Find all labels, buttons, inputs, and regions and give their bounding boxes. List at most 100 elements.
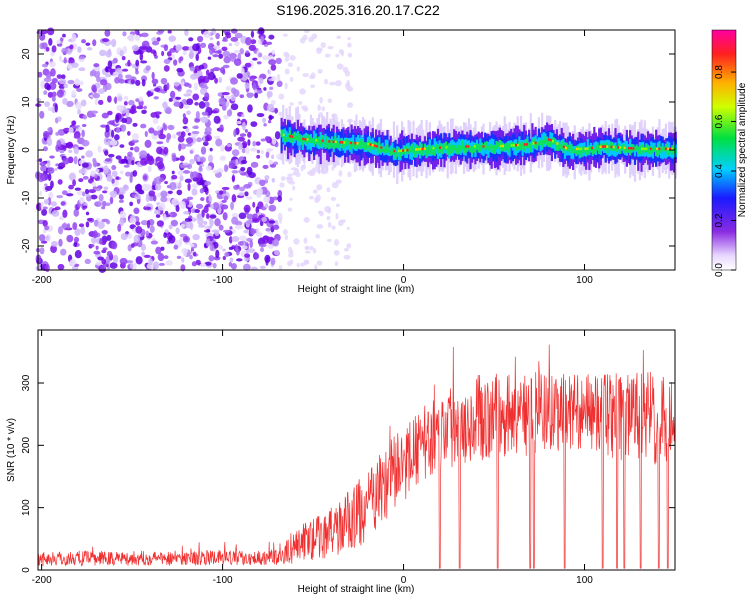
- spectrogram-cell: [117, 96, 123, 102]
- spectrogram-cell: [56, 74, 63, 79]
- spectrogram-cell: [98, 99, 104, 106]
- spectrogram-cell: [304, 29, 310, 34]
- spectrogram-cell: [532, 142, 535, 145]
- spectrogram-cell: [268, 220, 276, 224]
- spectrogram-cell: [321, 134, 324, 144]
- spectrogram-cell: [397, 147, 400, 161]
- spectrogram-cell: [141, 109, 147, 115]
- spectrogram-cell: [47, 27, 55, 36]
- spectrogram-cell: [165, 260, 173, 266]
- spectrogram-cell: [451, 144, 454, 153]
- spectrogram-cell: [262, 55, 269, 61]
- spectrogram-cell: [230, 37, 239, 42]
- spectrogram-cell: [664, 143, 668, 159]
- spectrogram-cell: [326, 138, 329, 148]
- spectrogram-cell: [435, 143, 438, 150]
- spectrogram-cell: [191, 171, 199, 178]
- snr-x-label: Height of straight line (km): [298, 584, 415, 595]
- spectrogram-cell: [62, 97, 68, 105]
- spectrogram-cell: [341, 141, 344, 144]
- spectrogram-cell: [171, 174, 178, 180]
- spectrogram-cell: [224, 252, 230, 258]
- spectrogram-cell: [317, 104, 321, 112]
- spectrogram-cell: [306, 138, 309, 141]
- spectrogram-cell: [623, 146, 626, 150]
- spectrogram-cell: [598, 145, 601, 154]
- spectrogram-cell: [218, 53, 224, 59]
- spectrogram-cell: [186, 110, 191, 116]
- spectrogram-cell: [244, 253, 251, 258]
- spectrogram-cell: [184, 217, 193, 222]
- spectrogram-cell: [599, 145, 602, 149]
- spectrogram-cell: [462, 146, 466, 154]
- spectrogram-cell: [606, 146, 609, 153]
- spectrogram-cell: [173, 101, 181, 107]
- spectrogram-cell: [140, 60, 148, 64]
- spectrogram-cell: [255, 141, 261, 146]
- spectrogram-cell: [335, 203, 340, 208]
- colorbar-label: Normalized spectral amplitude: [737, 82, 748, 217]
- spectrogram-cell: [268, 59, 277, 66]
- spectrogram-cell: [95, 187, 102, 192]
- spectrogram-cell: [127, 131, 131, 136]
- spectrogram-cell: [302, 137, 305, 141]
- spectrogram-cell: [333, 249, 340, 256]
- spectrogram-cell: [73, 146, 79, 155]
- spectrogram-cell: [310, 72, 316, 79]
- spectrogram-cell: [105, 65, 109, 73]
- spectrogram-cell: [542, 139, 545, 145]
- spectrogram-cell: [529, 143, 532, 153]
- spectrogram-cell: [423, 147, 426, 150]
- spectrogram-cell: [255, 206, 260, 215]
- spectrogram-cell: [133, 207, 140, 215]
- snr-panel: -200 -100 0 100 0 100 200 300 Height of straig…: [6, 329, 676, 595]
- spectrogram-cell: [604, 145, 607, 148]
- colorbar: 0.0 0.2 0.4 0.6 0.8 Normalized spectral ampl…: [711, 29, 748, 277]
- spectrogram-cell: [71, 125, 78, 129]
- spectrogram-cell: [238, 192, 245, 197]
- spectrogram-cell: [167, 30, 172, 34]
- spectrogram-cell: [347, 42, 352, 48]
- spectrogram-cell: [230, 87, 237, 94]
- spectrogram-cell: [453, 144, 456, 151]
- spectrogram-cell: [40, 30, 48, 35]
- spectrogram-cell: [402, 149, 405, 155]
- spectrogram-cell: [243, 204, 251, 213]
- spectrogram-cell: [207, 56, 212, 60]
- spectrogram-cell: [262, 235, 269, 244]
- spectrogram-cell: [60, 201, 66, 206]
- spectrogram-cell: [95, 245, 99, 250]
- spectrogram-cell: [246, 166, 253, 176]
- spectrogram-cell: [43, 90, 48, 95]
- spectrogram-cell: [256, 149, 261, 154]
- spectrogram-cell: [97, 221, 105, 230]
- spectrogram-cell: [321, 139, 324, 143]
- spectrogram-cell: [187, 132, 192, 136]
- spectrogram-cell: [120, 170, 124, 175]
- spectrogram-cell: [311, 137, 314, 143]
- spectrogram-cell: [226, 33, 232, 39]
- spectrogram-cell: [132, 122, 138, 127]
- spectrogram-cell: [270, 257, 276, 266]
- spectrogram-cell: [111, 241, 118, 250]
- spectrogram-cell: [82, 114, 88, 120]
- spectrogram-cell: [85, 211, 90, 216]
- spectrogram-cell: [264, 136, 270, 142]
- spectrogram-cell: [157, 202, 166, 211]
- spectrogram-cell: [493, 145, 497, 155]
- spectrogram-cell: [61, 190, 68, 196]
- spectrogram-cell: [228, 42, 233, 47]
- spectrogram-cell: [300, 134, 303, 143]
- spectrogram-cell: [92, 157, 97, 163]
- spectrogram-cell: [153, 96, 159, 100]
- spectrogram-cell: [293, 167, 300, 175]
- spectrogram-cell: [140, 219, 149, 226]
- spectrogram-cell: [191, 183, 198, 189]
- spectrogram-cell: [221, 38, 229, 42]
- spectrogram-cell: [89, 243, 95, 248]
- spectrogram-cell: [254, 252, 260, 260]
- spectrogram-cell: [104, 150, 109, 156]
- spectrogram-cell: [260, 36, 265, 43]
- spectrogram-cell: [409, 147, 412, 160]
- spectrogram-cell: [250, 30, 255, 38]
